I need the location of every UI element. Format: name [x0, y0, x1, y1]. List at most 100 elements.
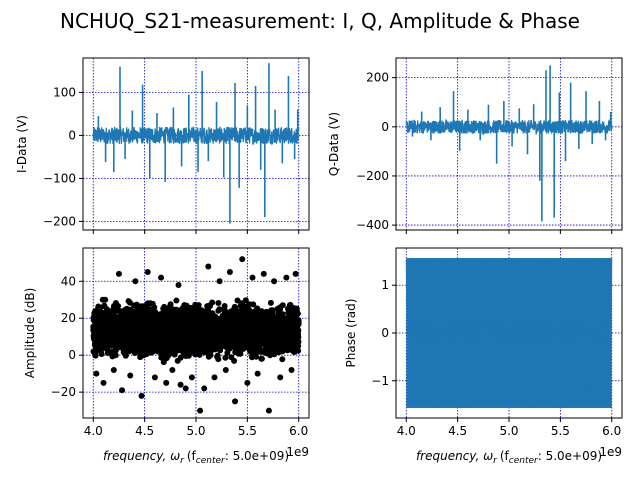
scatter-point — [236, 311, 242, 318]
scatter-point — [265, 407, 272, 414]
plot-area — [83, 58, 309, 230]
scatter-point — [157, 317, 164, 324]
scatter-point — [94, 308, 101, 315]
scatter-point — [276, 339, 283, 346]
scatter-point — [254, 370, 261, 377]
scatter-point — [168, 319, 175, 326]
scatter-point — [222, 366, 229, 373]
scatter-point — [192, 345, 199, 352]
y-tick-label: 20 — [61, 311, 76, 325]
scatter-point — [100, 379, 107, 386]
scatter-point — [178, 323, 185, 330]
scatter-point — [163, 330, 170, 337]
scatter-point — [185, 352, 192, 359]
scatter-point — [247, 330, 254, 337]
scatter-point — [258, 355, 265, 362]
x-tick-label: 6.0 — [602, 424, 621, 438]
scatter-point — [294, 310, 301, 317]
scatter-point — [122, 316, 129, 323]
scatter-point — [102, 328, 109, 335]
scatter-point — [110, 366, 117, 373]
scatter-point — [188, 327, 195, 334]
scatter-point — [180, 351, 187, 358]
scatter-point — [107, 332, 114, 339]
scatter-point — [221, 303, 228, 309]
scatter-point — [191, 341, 198, 348]
y-axis-label: Phase (rad) — [344, 299, 358, 368]
x-tick-label: 5.0 — [499, 424, 518, 438]
scatter-point — [149, 300, 156, 307]
scatter-point — [253, 353, 260, 360]
scatter-point — [136, 317, 143, 324]
scatter-point — [153, 339, 159, 345]
scatter-point — [149, 349, 156, 356]
scatter-point — [104, 310, 111, 317]
scatter-point — [244, 379, 251, 386]
scatter-point — [277, 374, 284, 381]
scatter-point — [237, 350, 244, 357]
scatter-point — [246, 301, 253, 308]
scatter-point — [238, 323, 244, 330]
scatter-point — [152, 317, 159, 324]
scatter-point — [286, 346, 292, 353]
scatter-point — [119, 334, 126, 341]
scatter-point — [99, 344, 105, 351]
scatter-point — [146, 306, 153, 313]
scatter-point — [133, 302, 140, 309]
scatter-point — [213, 333, 220, 340]
scatter-point — [260, 270, 267, 277]
scatter-point — [192, 301, 199, 308]
scatter-point — [230, 311, 237, 318]
y-tick-label: 0 — [381, 326, 389, 340]
scatter-point — [102, 296, 109, 303]
y-tick-label: 200 — [366, 71, 389, 85]
scatter-point — [179, 343, 185, 350]
scatter-point — [132, 278, 139, 285]
scatter-point — [278, 311, 285, 318]
scatter-point — [170, 346, 177, 353]
scatter-point — [92, 329, 99, 336]
scatter-point — [228, 354, 235, 361]
scatter-point — [201, 385, 208, 392]
scatter-point — [258, 308, 265, 315]
scatter-point — [146, 342, 153, 348]
scatter-point — [278, 344, 285, 351]
scatter-point — [289, 306, 296, 313]
scatter-point — [217, 347, 224, 354]
subplot-phase: 4.0 4.5 5.0 5.5 6.0 1 0 −1 Phase (rad) 1e9frequen… — [344, 247, 623, 466]
scatter-point — [231, 318, 237, 325]
scatter-point — [144, 269, 151, 276]
scatter-point — [270, 322, 277, 329]
scatter-point — [277, 323, 283, 330]
scatter-point — [127, 372, 134, 379]
scatter-point — [249, 274, 256, 281]
scatter-point — [232, 398, 239, 405]
x-tick-label: 6.0 — [289, 424, 308, 438]
scatter-point — [247, 311, 254, 318]
scatter-point — [121, 321, 128, 328]
scatter-point — [160, 305, 167, 312]
figure-title: NCHUQ_S21-measurement: I, Q, Amplitude &… — [60, 9, 580, 33]
scatter-point — [256, 323, 263, 330]
scatter-point — [220, 339, 227, 346]
scatter-point — [192, 351, 199, 358]
scatter-point — [160, 359, 167, 366]
scatter-point — [113, 319, 120, 326]
scatter-point — [259, 314, 266, 321]
scatter-point — [277, 335, 284, 341]
scatter-point — [288, 366, 295, 373]
x-tick-label: 5.5 — [551, 424, 570, 438]
scatter-point — [241, 329, 248, 336]
scatter-point — [279, 330, 285, 337]
scatter-point — [170, 314, 177, 320]
scatter-point — [204, 305, 211, 312]
scatter-point — [180, 311, 187, 318]
scatter-point — [204, 310, 211, 317]
scatter-point — [105, 342, 112, 349]
scatter-point — [211, 374, 218, 381]
x-tick-label: 4.5 — [135, 424, 154, 438]
scatter-point — [211, 317, 218, 324]
scatter-point — [187, 322, 193, 329]
scatter-point — [292, 270, 299, 277]
scatter-point — [97, 328, 104, 335]
